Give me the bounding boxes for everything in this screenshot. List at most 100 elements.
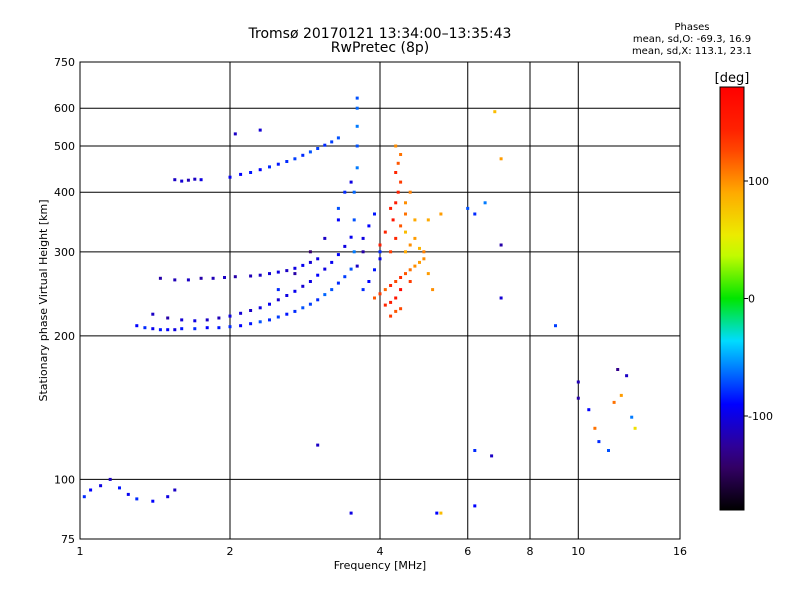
data-point bbox=[404, 250, 407, 254]
data-point bbox=[330, 140, 334, 144]
data-point bbox=[330, 288, 334, 292]
data-point bbox=[228, 175, 232, 179]
colorbar-tick-label: -100 bbox=[748, 410, 773, 423]
data-point bbox=[205, 326, 209, 330]
data-point bbox=[483, 201, 487, 205]
data-point bbox=[258, 128, 262, 132]
data-point bbox=[396, 190, 400, 194]
data-point bbox=[361, 288, 365, 292]
data-point bbox=[323, 293, 327, 297]
data-point bbox=[576, 396, 580, 400]
data-point bbox=[630, 415, 634, 419]
data-point bbox=[399, 180, 403, 184]
colorbar-tick-label: 0 bbox=[748, 293, 755, 306]
data-point bbox=[193, 177, 197, 181]
data-point bbox=[413, 236, 417, 240]
data-point bbox=[616, 368, 620, 371]
data-point bbox=[211, 276, 215, 280]
data-point bbox=[378, 243, 382, 247]
x-tick-label: 6 bbox=[464, 545, 471, 558]
y-tick-label: 75 bbox=[61, 533, 75, 546]
data-point bbox=[293, 266, 297, 270]
data-point bbox=[607, 449, 610, 452]
colorbar-unit-label: [deg] bbox=[715, 71, 750, 86]
data-point bbox=[293, 289, 297, 293]
data-point bbox=[394, 201, 398, 205]
data-point bbox=[249, 171, 253, 174]
data-point bbox=[180, 318, 184, 322]
data-point bbox=[389, 300, 393, 304]
data-point bbox=[126, 492, 130, 496]
data-point bbox=[135, 324, 139, 328]
data-point bbox=[404, 201, 407, 205]
data-point bbox=[336, 136, 340, 140]
data-point bbox=[408, 243, 412, 247]
data-point bbox=[394, 296, 398, 300]
data-point bbox=[276, 270, 280, 274]
data-point bbox=[158, 276, 162, 280]
data-point bbox=[633, 426, 637, 430]
data-point bbox=[166, 495, 170, 499]
data-point bbox=[308, 280, 312, 283]
data-point bbox=[355, 264, 359, 268]
data-point bbox=[431, 288, 435, 292]
data-point bbox=[151, 327, 155, 331]
data-point bbox=[499, 157, 503, 161]
data-point bbox=[399, 276, 403, 279]
data-point bbox=[422, 257, 426, 261]
data-point bbox=[399, 153, 403, 156]
data-point bbox=[373, 268, 376, 272]
y-tick-label: 200 bbox=[54, 330, 75, 343]
phase-x-stats: mean, sd,X: 113.1, 23.1 bbox=[631, 46, 753, 57]
data-point bbox=[352, 250, 356, 254]
colorbar bbox=[719, 86, 745, 511]
colorbar-tick-label: 100 bbox=[748, 175, 769, 188]
data-point bbox=[336, 253, 340, 257]
data-point bbox=[349, 235, 353, 239]
x-tick-label: 16 bbox=[673, 545, 687, 558]
data-point bbox=[166, 316, 170, 320]
data-point bbox=[404, 230, 407, 234]
data-point bbox=[173, 488, 177, 492]
data-point bbox=[193, 327, 197, 331]
data-point bbox=[439, 212, 443, 216]
data-point bbox=[473, 449, 477, 452]
data-point bbox=[166, 328, 170, 332]
data-point bbox=[285, 160, 289, 163]
data-point bbox=[355, 166, 359, 170]
data-point bbox=[268, 272, 271, 276]
data-point bbox=[373, 296, 376, 300]
data-point bbox=[439, 511, 443, 515]
data-point bbox=[391, 218, 395, 222]
y-tick-label: 500 bbox=[54, 140, 75, 153]
data-point bbox=[316, 273, 320, 277]
data-point bbox=[343, 244, 347, 248]
data-point bbox=[619, 393, 623, 397]
data-point bbox=[383, 303, 387, 307]
data-point bbox=[223, 276, 226, 279]
data-point bbox=[343, 275, 347, 279]
x-tick-label: 8 bbox=[527, 545, 534, 558]
data-point bbox=[199, 276, 203, 280]
data-point bbox=[173, 178, 177, 182]
data-point bbox=[293, 309, 297, 313]
data-point bbox=[554, 324, 557, 328]
data-point bbox=[228, 325, 232, 329]
data-point bbox=[352, 190, 356, 194]
data-point bbox=[435, 511, 439, 515]
data-point bbox=[399, 288, 403, 292]
data-point bbox=[180, 179, 184, 183]
data-point bbox=[285, 312, 289, 316]
data-point bbox=[343, 190, 347, 194]
chart-title-line1: Tromsø 20170121 13:34:00–13:35:43 bbox=[248, 26, 512, 42]
data-point bbox=[404, 272, 407, 276]
chart-title-line2: RwPretec (8p) bbox=[330, 40, 430, 56]
data-point bbox=[396, 161, 400, 165]
data-point bbox=[349, 511, 353, 515]
data-point bbox=[89, 488, 93, 492]
data-point bbox=[394, 171, 398, 174]
data-point bbox=[293, 272, 297, 276]
data-point bbox=[217, 316, 221, 320]
data-point bbox=[193, 319, 197, 323]
data-point bbox=[389, 250, 393, 254]
